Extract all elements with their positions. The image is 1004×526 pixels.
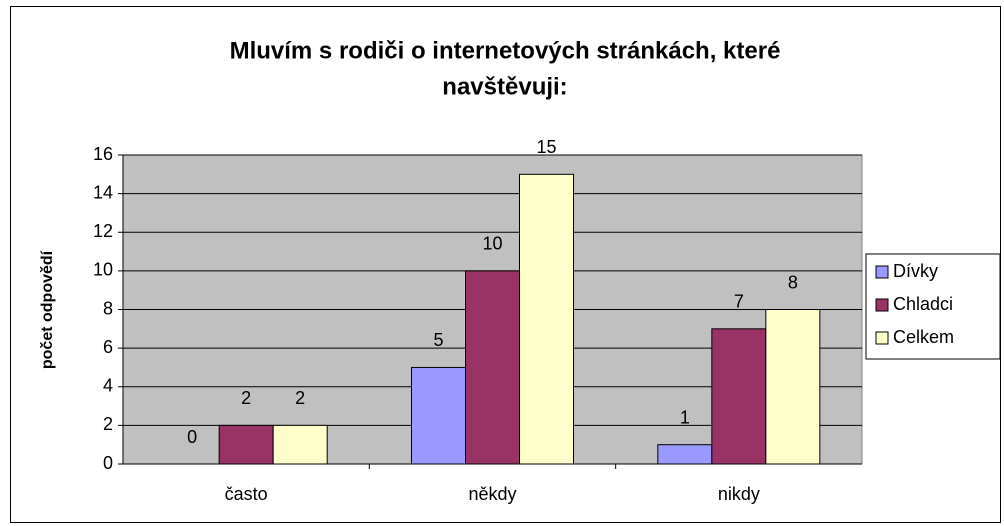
bar [519, 173, 574, 465]
y-axis-label: počet odpovědí [39, 250, 56, 369]
bar [218, 424, 274, 465]
bar [411, 366, 466, 465]
y-tick-label: 10 [93, 260, 113, 280]
legend-label: Chladci [893, 294, 953, 314]
y-tick-label: 16 [93, 144, 113, 164]
data-label: 1 [680, 407, 690, 427]
data-label: 7 [734, 292, 744, 312]
bar [711, 328, 767, 465]
y-tick-label: 8 [103, 298, 113, 318]
legend-label: Celkem [893, 327, 954, 347]
y-tick-label: 12 [93, 221, 113, 241]
y-tick-label: 14 [93, 182, 113, 202]
legend-label: Dívky [893, 261, 938, 281]
chart-title: navštěvuji: [442, 73, 567, 100]
y-tick-label: 2 [103, 414, 113, 434]
legend-swatch [875, 265, 889, 279]
legend-swatch [875, 298, 889, 312]
bar [272, 424, 328, 465]
x-tick-label: někdy [468, 484, 516, 504]
data-label: 2 [241, 388, 251, 408]
data-label: 8 [788, 272, 798, 292]
data-label: 2 [295, 388, 305, 408]
data-label: 0 [187, 427, 197, 447]
data-label: 10 [482, 234, 502, 254]
y-tick-label: 4 [103, 376, 113, 396]
y-tick-label: 0 [103, 453, 113, 473]
y-tick-label: 6 [103, 337, 113, 357]
bar [657, 444, 713, 465]
chart-title: Mluvím s rodiči o internetových stránkác… [230, 37, 781, 64]
bar [765, 309, 821, 465]
bar [465, 270, 520, 465]
x-tick-label: často [225, 484, 268, 504]
legend-swatch [875, 331, 889, 345]
data-label: 15 [536, 137, 556, 157]
x-tick-label: nikdy [718, 484, 760, 504]
data-label: 5 [433, 330, 443, 350]
